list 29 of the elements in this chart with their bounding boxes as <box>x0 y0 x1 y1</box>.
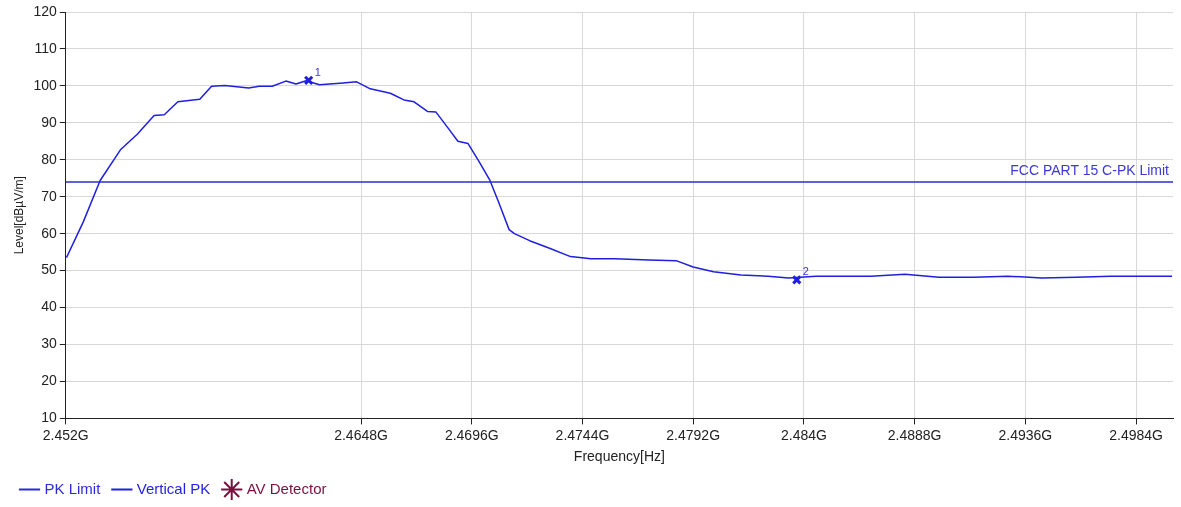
x-tick-label: 2.4744G <box>555 426 610 443</box>
x-tick-label: 2.4696G <box>444 426 499 443</box>
annotation: 2 <box>802 265 809 278</box>
legend-label: PK Limit <box>44 479 102 497</box>
y-tick-label: 30 <box>41 335 57 352</box>
y-tick-label: 110 <box>34 39 57 56</box>
legend-label: AV Detector <box>246 479 327 497</box>
y-tick-label: 20 <box>41 372 57 389</box>
x-tick-label: 2.452G <box>42 426 89 443</box>
x-axis-title: Frequency[Hz] <box>573 448 665 465</box>
y-tick-label: 120 <box>33 2 57 19</box>
y-tick-label: 90 <box>41 113 57 130</box>
x-tick-label: 2.4936G <box>998 426 1053 443</box>
y-tick-label: 80 <box>41 150 57 167</box>
x-tick-label: 2.484G <box>780 426 827 443</box>
y-tick-label: 60 <box>41 224 57 241</box>
y-tick-label: 40 <box>41 298 57 315</box>
x-tick-label: 2.4648G <box>334 426 388 443</box>
x-tick-label: 2.4984G <box>1109 426 1163 443</box>
y-tick-label: 100 <box>33 76 57 93</box>
x-tick-label: 2.4792G <box>666 426 721 443</box>
annotation: FCC PART 15 C-PK Limit <box>1010 161 1170 178</box>
y-tick-label: 10 <box>41 409 57 426</box>
y-axis-title: Level[dBµV/m] <box>11 176 26 255</box>
y-tick-label: 70 <box>41 187 57 204</box>
y-tick-label: 50 <box>41 261 57 278</box>
x-tick-label: 2.4888G <box>887 426 942 443</box>
legend-label: Vertical PK <box>136 479 211 497</box>
annotation: 1 <box>314 65 321 78</box>
